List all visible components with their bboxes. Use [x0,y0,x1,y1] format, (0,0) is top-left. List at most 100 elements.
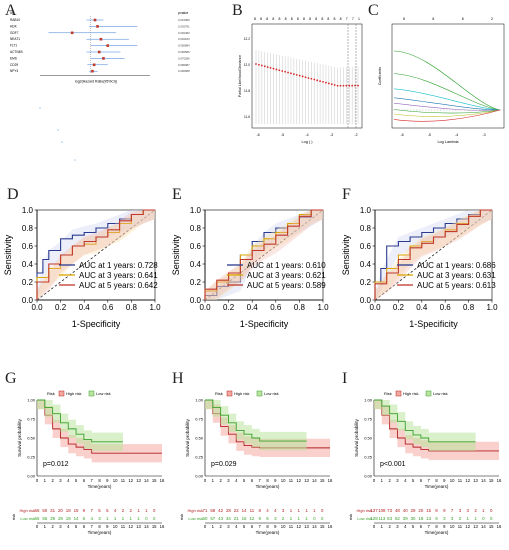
roc-ylabel: Sensitivity [171,234,181,275]
forest-artifact-dot [61,141,63,143]
forest-pvalue: 0.050884 [178,44,190,48]
roc-ytick-label: 0.2 [190,278,202,287]
km-table-low-cell: 3 [443,516,446,521]
km-table-xlabel: Time(years) [425,530,449,535]
km-table-low-cell: 39 [50,516,55,521]
km-table-xtick-label: 10 [113,524,118,529]
km-table-high-cell: 22 [234,508,239,513]
km-table-xtick-label: 4 [404,524,407,529]
roc-xtick-label: 0.6 [270,303,282,312]
forest-point [106,44,109,47]
roc-xtick-label: 0.4 [416,303,428,312]
km-ytick-label: 0.00 [27,474,36,479]
km-table-high-cell: 1 [290,508,293,513]
lasso-cv-top-count: 8 [340,17,342,21]
km-table-low-cell: 62 [395,516,400,521]
lasso-cv-point [310,77,313,80]
km-curve [37,399,123,443]
roc-diagonal [204,209,324,301]
lasso-cv-frame [251,23,363,129]
lasso-cv-xtick: -6 [256,133,259,137]
km-table-xtick-label: 6 [251,524,254,529]
forest-pvalue: 0.010080 [178,18,190,22]
forest-gene-label: GDF7 [10,31,19,35]
km-xtick-label: 14 [312,478,317,483]
lasso-cv-xtick: -5 [281,133,284,137]
km-table-high-cell: 31 [50,508,55,513]
roc-frame [204,209,324,301]
km-xtick-label: 9 [106,478,109,483]
km-xtick-label: 6 [420,478,423,483]
lasso-cv-point [275,68,278,71]
km-xtick-label: 3 [396,478,399,483]
km-table-low-label: Low risk [188,516,203,521]
km-xtick-label: 5 [412,478,415,483]
km-xtick-label: 0 [204,478,207,483]
km-table-high-cell: 9 [83,508,86,513]
km-table-low-cell: 1 [474,516,477,521]
km-table-xtick-label: 14 [144,524,149,529]
km-table-low-cell: 113 [378,516,386,521]
lasso-cv-ytick: 11.6 [244,115,250,119]
roc-band [37,210,155,300]
roc-ytick-label: 0.4 [360,260,372,269]
lasso-cv-top-count: 8 [309,17,311,21]
lasso-cv-xlabel: Log ( ) [302,140,314,144]
km-table-high-cell: 8 [258,508,261,513]
km-table-xtick-label: 6 [83,524,86,529]
roc-xtick-label: 0.6 [102,303,114,312]
roc-legend-label: AUC at 5 years: 0.642 [79,281,158,290]
km-table-xtick-label: 3 [396,524,399,529]
roc-xtick-label: 0.4 [79,303,91,312]
roc-xtick-label: 0.8 [294,303,306,312]
km-table-high-cell: 137 [370,508,378,513]
lasso-cv-point [327,82,330,85]
km-table-low-cell: 56 [42,516,47,521]
km-table-high-cell: 3 [467,508,470,513]
km-table-high-cell: 108 [378,508,386,513]
km-xlabel: Time(years) [425,484,449,489]
forest-gene-label: RAB10 [10,18,20,22]
km-ytick-label: 0.50 [195,436,204,441]
roc-band [205,210,323,300]
km-table-risk-label: risk [179,514,184,520]
forest-pvalue: 0.080987 [178,63,190,67]
km-table-low-cell: 21 [234,516,239,521]
lasso-cv-top-count: 8 [321,17,323,21]
km-ytick-label: 0.75 [364,417,373,422]
km-table-high-cell: 58 [210,508,215,513]
km-table-high-cell: 0 [153,508,156,513]
lasso-cv-point [260,64,263,67]
km-table-low-cell: 0 [490,516,493,521]
roc-band [375,210,492,300]
km-table-high-cell: 40 [403,508,408,513]
km-table-low-cell: 16 [242,516,247,521]
km-table-low-cell: 0 [145,516,148,521]
km-table-xtick-label: 0 [373,524,376,529]
km-xtick-label: 13 [304,478,309,483]
km-table-high-cell: 73 [387,508,392,513]
lasso-cv-point [292,73,295,76]
panel-letter-d: D [7,186,19,203]
roc-legend-label: AUC at 3 years: 0.641 [79,271,158,280]
km-ytick-label: 0.25 [195,455,204,460]
km-table-low-cell: 3 [274,516,277,521]
km-table-low-cell: 66 [35,516,40,521]
km-xtick-label: 0 [373,478,376,483]
km-table-risk-label: risk [348,514,353,520]
roc-xlabel: 1-Specificity [409,319,458,329]
roc-curve [374,209,492,300]
lasso-cv-point [304,76,307,79]
km-table-xtick-label: 10 [450,524,455,529]
km-ytick-label: 0.00 [364,474,373,479]
lasso-path-xtick: -5 [428,133,431,137]
roc-ytick-label: 0.8 [22,224,34,233]
km-xtick-label: 15 [320,478,325,483]
km-table-low-label: Low risk [20,516,35,521]
lasso-cv-point [307,77,310,79]
km-xtick-label: 6 [83,478,86,483]
forest-point [99,37,103,41]
km-legend-title: Risk [47,391,55,396]
lasso-cv-point [354,84,356,87]
